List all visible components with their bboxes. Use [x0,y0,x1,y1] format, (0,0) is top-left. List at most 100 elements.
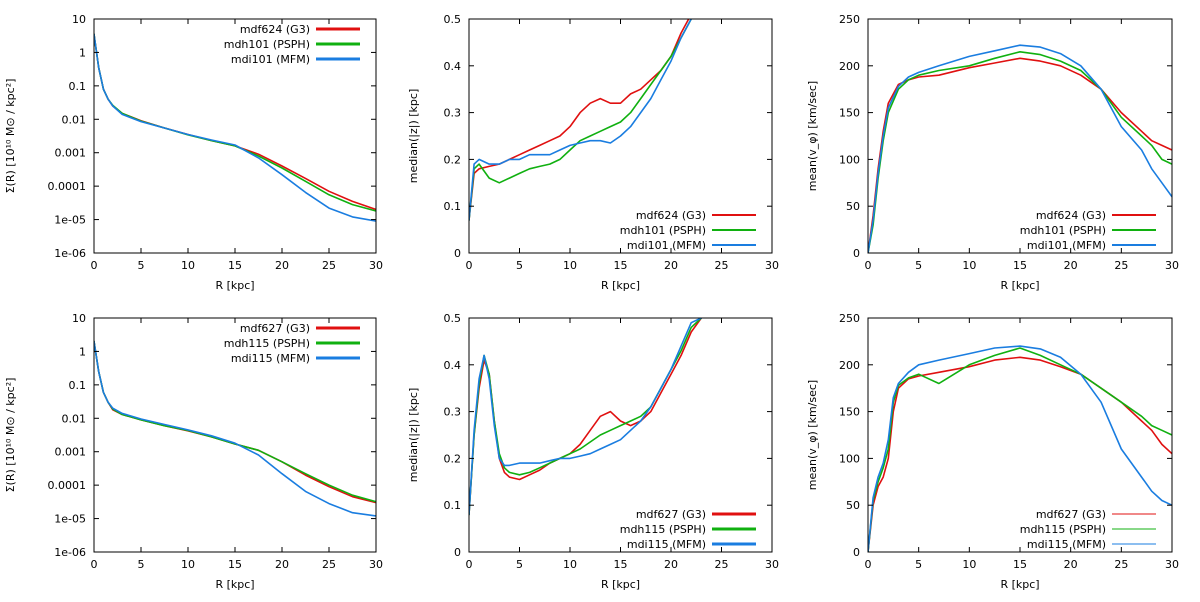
y-tick-label: 150 [839,406,860,419]
legend: mdf627 (G3) mdh115 (PSPH) mdi115 (MFM) [620,508,756,551]
series-line-mfm [469,19,693,221]
y-tick-label: 1e-06 [54,546,86,559]
series-line-mfm [94,33,376,222]
y-axis-title: mean(v_φ) [km/sec] [806,81,819,191]
legend: mdf627 (G3) mdh115 (PSPH) mdi115 (MFM) [1020,508,1156,551]
legend-label: mdh115 (PSPH) [224,337,310,350]
x-tick-label: 25 [1114,558,1128,571]
x-tick-label: 15 [228,259,242,272]
x-tick-label: 10 [181,558,195,571]
x-tick-label: 10 [181,259,195,272]
series-line-mfm [868,345,1172,552]
x-tick-label: 30 [765,259,779,272]
axes-frame [468,317,773,553]
x-tick-label: 5 [915,558,922,571]
y-tick-label: 10 [72,312,86,325]
x-tick-label: 5 [138,259,145,272]
legend-label: mdh101 (PSPH) [1020,224,1106,237]
series-group [469,318,703,516]
x-tick-label: 5 [138,558,145,571]
x-tick-label: 0 [91,558,98,571]
y-axis-title: Σ(R) [10¹⁰ M⊙ / kpc²] [4,378,17,493]
y-tick-label: 0.0001 [48,479,87,492]
series-line-g3 [868,57,1172,253]
series-line-psph [94,340,376,503]
legend: mdf627 (G3) mdh115 (PSPH) mdi115 (MFM) [224,322,360,365]
legend-label: mdf624 (G3) [240,23,310,36]
y-tick-label: 200 [839,359,860,372]
x-tick-label: 0 [865,558,872,571]
x-tick-label: 25 [715,558,729,571]
x-tick-label: 30 [1165,558,1179,571]
legend-label: mdf627 (G3) [636,508,706,521]
x-tick-label: 5 [915,259,922,272]
y-axis-title: median(|z|) [kpc] [407,388,420,482]
x-axis-title: R [kpc] [215,578,254,591]
chart-panel-zmed-bottom: 0 5 10 15 20 25 30 0 0.1 0.2 0.3 0.4 0.5 R [kpc] media… [407,312,779,591]
y-tick-label: 0.5 [444,312,462,325]
x-axis-title: R [kpc] [215,279,254,292]
x-tick-label: 20 [1064,558,1078,571]
x-tick-label: 30 [765,558,779,571]
y-tick-label: 0.2 [444,153,462,166]
legend-label: mdh101 (PSPH) [224,38,310,51]
y-tick-label: 0.3 [444,406,462,419]
x-axis-title: R [kpc] [601,578,640,591]
axes-frame [867,317,1173,553]
x-tick-label: 25 [715,259,729,272]
x-tick-label: 20 [275,558,289,571]
y-tick-label: 0.1 [69,80,87,93]
axes-frame [867,18,1173,254]
series-group [868,44,1172,253]
legend-label: mdh101 (PSPH) [620,224,706,237]
x-tick-label: 0 [865,259,872,272]
chart-panel-zmed-top: 0 5 10 15 20 25 30 0 0.1 0.2 0.3 0.4 0.5 R [kpc] media… [407,13,779,292]
y-tick-label: 0.001 [55,147,87,160]
series-line-mfm [469,318,703,516]
x-tick-label: 30 [369,558,383,571]
x-tick-label: 10 [962,259,976,272]
y-tick-label: 0 [853,546,860,559]
y-tick-label: 150 [839,107,860,120]
y-tick-label: 0.1 [444,200,462,213]
series-group [94,340,376,517]
y-tick-label: 100 [839,452,860,465]
legend-label: mdf627 (G3) [240,322,310,335]
series-line-g3 [469,19,690,221]
x-tick-label: 25 [322,259,336,272]
y-tick-label: 0.01 [62,113,87,126]
series-group [94,33,376,222]
legend-label: mdi115 (MFM) [231,352,310,365]
x-axis-title: R [kpc] [601,279,640,292]
x-tick-label: 25 [322,558,336,571]
series-line-psph [469,19,693,221]
y-axis-title: mean(v_φ) [km/sec] [806,380,819,490]
legend-label: mdf624 (G3) [1036,209,1106,222]
x-tick-label: 10 [563,558,577,571]
legend-label: mdi101 (MFM) [627,239,706,252]
series-line-g3 [94,340,376,504]
y-tick-label: 1 [79,46,86,59]
x-tick-label: 20 [275,259,289,272]
legend-label: mdf627 (G3) [1036,508,1106,521]
legend: mdf624 (G3) mdh101 (PSPH) mdi101 (MFM) [620,209,756,252]
y-tick-label: 250 [839,312,860,325]
series-line-mfm [94,340,376,517]
legend-label: mdf624 (G3) [636,209,706,222]
y-tick-label: 0 [454,247,461,260]
y-tick-label: 0.001 [55,446,87,459]
x-tick-label: 15 [1013,259,1027,272]
x-tick-label: 0 [91,259,98,272]
series-line-mfm [868,44,1172,253]
chart-panel-vphi-bottom: 0 5 10 15 20 25 30 0 50 100 150 200 250 R [kpc] mean(v… [806,312,1179,591]
x-tick-label: 20 [1064,259,1078,272]
series-group [868,345,1172,552]
legend-label: mdi101 (MFM) [231,53,310,66]
y-tick-label: 0.4 [444,60,462,73]
series-line-g3 [469,318,703,516]
x-tick-label: 30 [1165,259,1179,272]
legend: mdf624 (G3) mdh101 (PSPH) mdi101 (MFM) [1020,209,1156,252]
x-tick-label: 10 [962,558,976,571]
x-axis-title: R [kpc] [1000,279,1039,292]
y-tick-label: 1e-05 [54,513,86,526]
